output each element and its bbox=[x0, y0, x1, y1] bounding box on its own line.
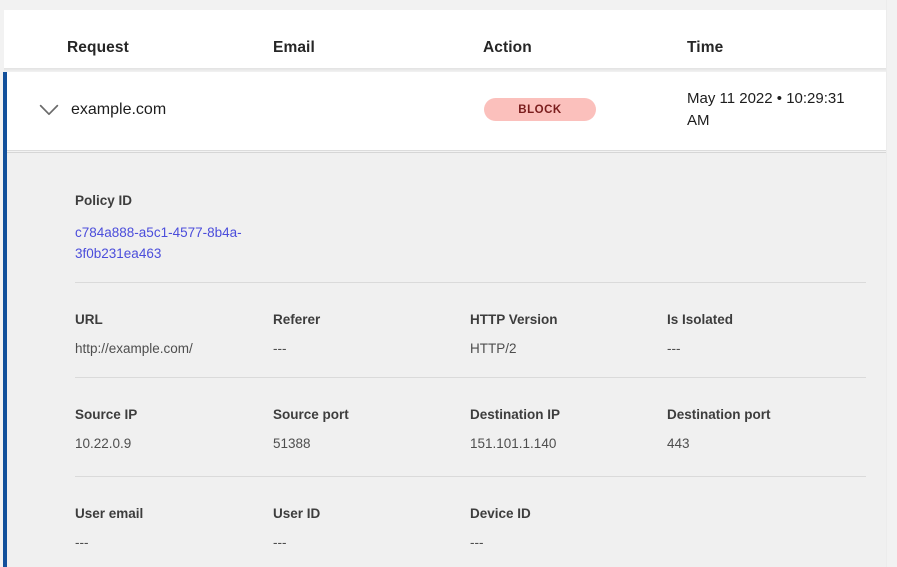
field-value-device-id: --- bbox=[470, 535, 484, 550]
field-label-destination-ip: Destination IP bbox=[470, 407, 561, 422]
field-label-is-isolated: Is Isolated bbox=[667, 312, 734, 327]
field-value-destination-ip: 151.101.1.140 bbox=[470, 436, 557, 451]
field-label-source-port: Source port bbox=[273, 407, 349, 422]
table-header: Request Email Action Time bbox=[4, 10, 886, 68]
field-value-user-email: --- bbox=[75, 535, 89, 550]
field-label-source-ip: Source IP bbox=[75, 407, 138, 422]
field-value-destination-port: 443 bbox=[667, 436, 690, 451]
row-detail-panel bbox=[7, 152, 886, 567]
status-badge-label: BLOCK bbox=[518, 103, 562, 116]
row-request-value[interactable]: example.com bbox=[71, 101, 167, 118]
status-badge: BLOCK bbox=[484, 98, 596, 121]
field-label-http-version: HTTP Version bbox=[470, 312, 558, 327]
column-header-action[interactable]: Action bbox=[483, 39, 532, 56]
field-label-destination-port: Destination port bbox=[667, 407, 771, 422]
chevron-down-icon[interactable] bbox=[34, 95, 64, 125]
table-row[interactable] bbox=[7, 72, 886, 151]
row-selection-accent-bar bbox=[3, 72, 7, 567]
field-label-user-id: User ID bbox=[273, 506, 321, 521]
detail-divider bbox=[75, 282, 866, 283]
right-gutter bbox=[886, 0, 897, 567]
column-header-request[interactable]: Request bbox=[67, 39, 129, 56]
field-value-http-version: HTTP/2 bbox=[470, 341, 517, 356]
column-header-email[interactable]: Email bbox=[273, 39, 315, 56]
field-value-referer: --- bbox=[273, 341, 287, 356]
field-value-is-isolated: --- bbox=[667, 341, 681, 356]
field-label-user-email: User email bbox=[75, 506, 144, 521]
row-time-value: May 11 2022 • 10:29:31 AM bbox=[687, 90, 845, 129]
field-label-device-id: Device ID bbox=[470, 506, 531, 521]
header-separator bbox=[4, 68, 886, 72]
field-label-url: URL bbox=[75, 312, 103, 327]
field-value-url: http://example.com/ bbox=[75, 341, 193, 356]
column-header-time[interactable]: Time bbox=[687, 39, 724, 56]
field-value-source-ip: 10.22.0.9 bbox=[75, 436, 132, 451]
field-label-referer: Referer bbox=[273, 312, 321, 327]
detail-divider bbox=[75, 476, 866, 477]
field-value-source-port: 51388 bbox=[273, 436, 311, 451]
detail-divider bbox=[75, 377, 866, 378]
field-value-policy-id[interactable]: c784a888-a5c1-4577-8b4a-3f0b231ea463 bbox=[75, 225, 242, 261]
field-label-policy-id: Policy ID bbox=[75, 193, 133, 208]
field-value-user-id: --- bbox=[273, 535, 287, 550]
